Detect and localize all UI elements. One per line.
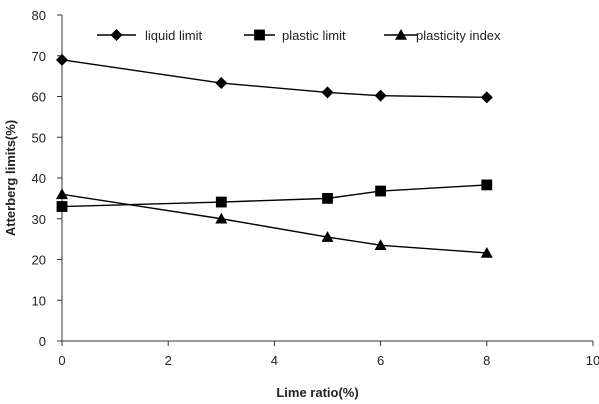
legend: liquid limit plastic limit plasticity inde… xyxy=(97,28,501,43)
data-point xyxy=(215,212,228,224)
data-point xyxy=(56,201,68,212)
x-tick-label: 0 xyxy=(58,353,65,368)
x-tick-label: 6 xyxy=(377,353,384,368)
y-tick-label: 70 xyxy=(32,49,46,64)
legend-marker xyxy=(395,29,407,40)
data-series xyxy=(56,53,493,258)
data-point xyxy=(215,77,228,90)
x-tick-label: 2 xyxy=(165,353,172,368)
data-point xyxy=(375,185,386,197)
data-point xyxy=(321,86,334,99)
legend-marker xyxy=(110,29,123,41)
y-tick-label: 10 xyxy=(32,293,46,308)
series-plastic-limit xyxy=(56,179,493,212)
axis-ticks: 0 2 4 6 8 10 0 10 20 30 40 50 60 70 80 xyxy=(32,8,599,368)
legend-label: plasticity index xyxy=(416,28,501,43)
x-axis-title: Lime ratio(%) xyxy=(276,385,358,400)
series-plasticity-index xyxy=(56,188,493,258)
legend-entry: liquid limit xyxy=(97,28,202,43)
legend-label: liquid limit xyxy=(145,28,202,43)
y-axis-title: Atterberg limits(%) xyxy=(3,120,18,236)
legend-entry: plasticity index xyxy=(384,28,501,43)
data-point xyxy=(481,179,493,191)
series-line xyxy=(61,59,487,99)
series-line xyxy=(61,184,487,208)
data-point xyxy=(56,53,68,66)
series-liquid-limit xyxy=(56,53,493,104)
axes xyxy=(61,15,593,342)
legend-entry: plastic limit xyxy=(244,28,346,43)
y-tick-label: 40 xyxy=(32,171,46,186)
x-tick-label: 4 xyxy=(271,353,278,368)
data-point xyxy=(374,239,387,251)
data-point xyxy=(480,246,493,258)
x-tick-label: 8 xyxy=(483,353,490,368)
data-point xyxy=(374,89,387,102)
y-tick-label: 60 xyxy=(32,90,46,105)
y-tick-label: 20 xyxy=(32,253,46,268)
data-point xyxy=(321,231,334,242)
legend-label: plastic limit xyxy=(282,28,346,43)
y-tick-label: 30 xyxy=(32,212,46,227)
y-tick-label: 80 xyxy=(32,8,46,23)
x-tick-label: 10 xyxy=(586,353,599,368)
data-point xyxy=(56,188,68,200)
y-tick-label: 50 xyxy=(32,130,46,145)
data-point xyxy=(215,196,227,208)
y-tick-label: 0 xyxy=(39,334,46,349)
series-line xyxy=(61,193,487,254)
data-point xyxy=(480,91,493,104)
legend-marker xyxy=(254,29,265,41)
data-point xyxy=(322,192,333,204)
